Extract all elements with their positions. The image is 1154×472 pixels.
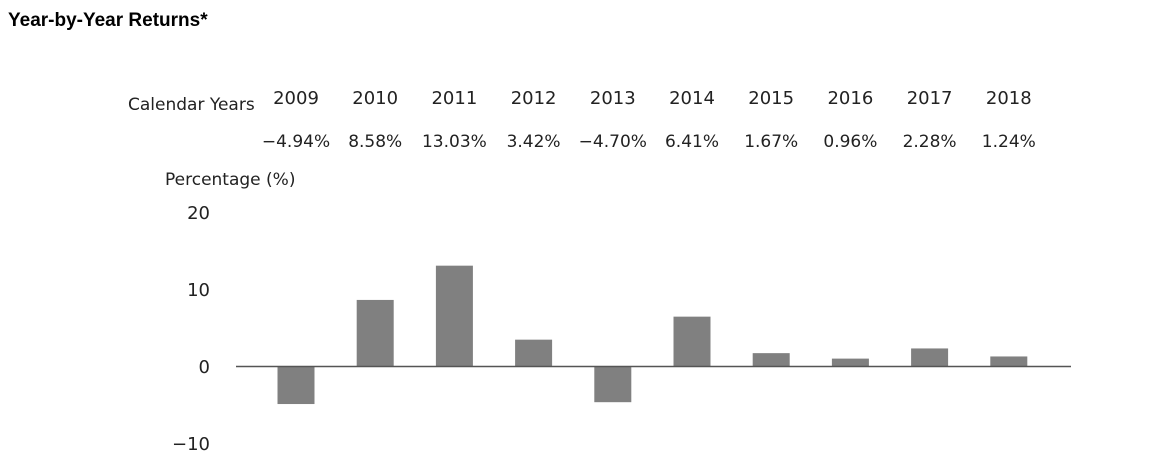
- year-label: 2009: [273, 88, 319, 109]
- value-label: 13.03%: [422, 132, 487, 152]
- bar: [911, 348, 949, 366]
- year-label: 2011: [431, 88, 477, 109]
- row-label: Calendar Years: [128, 95, 255, 115]
- year-label: 2014: [669, 88, 715, 109]
- year-label: 2012: [511, 88, 557, 109]
- year-label: 2015: [748, 88, 794, 109]
- bars: [277, 265, 1028, 405]
- year-label: 2016: [827, 88, 873, 109]
- value-label: 3.42%: [507, 132, 561, 152]
- y-tick-labels: 20 10 0 −10: [172, 203, 210, 455]
- value-label: 1.24%: [982, 132, 1036, 152]
- value-label: 1.67%: [744, 132, 798, 152]
- bar: [277, 366, 315, 405]
- bar: [594, 366, 632, 403]
- bar: [673, 316, 711, 366]
- bar: [435, 265, 473, 366]
- bar: [831, 358, 869, 366]
- value-label: 6.41%: [665, 132, 719, 152]
- bar: [752, 353, 790, 366]
- chart-title: Year-by-Year Returns*: [8, 10, 208, 31]
- year-label: 2010: [352, 88, 398, 109]
- y-tick-label: 10: [187, 280, 210, 301]
- value-label: 0.96%: [823, 132, 877, 152]
- bar: [356, 299, 394, 366]
- value-label: 2.28%: [903, 132, 957, 152]
- value-label: −4.70%: [579, 132, 647, 152]
- bar: [990, 356, 1028, 366]
- year-label: 2013: [590, 88, 636, 109]
- bar: [515, 339, 553, 366]
- value-labels: −4.94% 8.58% 13.03% 3.42% −4.70% 6.41% 1.67% 0.…: [262, 132, 1036, 152]
- y-tick-label: 20: [187, 203, 210, 224]
- value-label: 8.58%: [348, 132, 402, 152]
- y-tick-label: −10: [172, 434, 210, 455]
- year-labels: 2009 2010 2011 2012 2013 2014 2015 2016 2017 2018: [273, 88, 1032, 109]
- year-label: 2018: [986, 88, 1032, 109]
- y-tick-label: 0: [199, 357, 210, 378]
- year-label: 2017: [907, 88, 953, 109]
- y-axis-label: Percentage (%): [165, 170, 295, 190]
- value-label: −4.94%: [262, 132, 330, 152]
